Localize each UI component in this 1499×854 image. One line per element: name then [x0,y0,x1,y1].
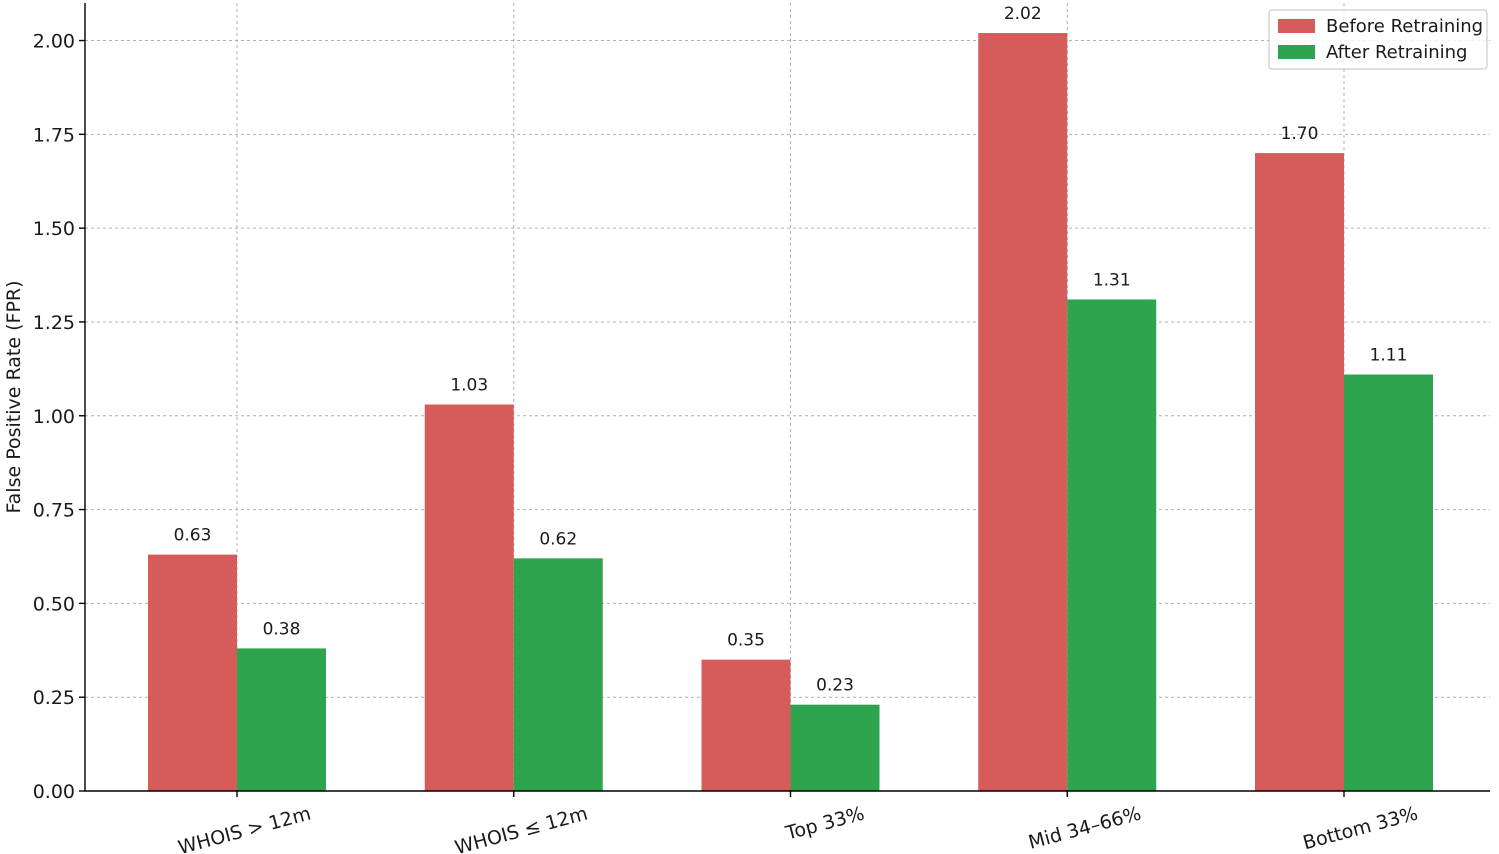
data-label: 0.62 [539,529,577,549]
legend-label: After Retraining [1326,42,1467,63]
y-tick-label: 1.75 [33,124,75,146]
legend: Before Retraining After Retraining [1268,9,1488,70]
axes: False Positive Rate (FPR) 0.00 0.25 0.50 0.… [3,3,1490,854]
y-tick-label: 0.75 [33,500,75,522]
legend-swatch [1278,45,1315,59]
x-tick-label: WHOIS > 12m [176,803,313,854]
y-tick-label: 0.00 [33,781,75,803]
x-tick-label: WHOIS ≤ 12m [453,803,590,854]
bar [513,558,603,791]
x-tick-label: Bottom 33% [1301,803,1421,854]
y-axis-title: False Positive Rate (FPR) [3,280,25,513]
y-tick-label: 1.50 [33,218,75,240]
data-label: 1.31 [1093,270,1131,290]
y-tick-label: 0.50 [33,593,75,615]
bar [701,659,791,791]
y-tick-label: 1.25 [33,312,75,334]
legend-label: Before Retraining [1326,16,1483,37]
x-tick-label: Mid 34–66% [1026,803,1143,854]
bar [1255,153,1344,792]
bar [1344,374,1433,791]
bar [1067,299,1157,791]
legend-swatch [1278,19,1315,33]
bar [237,648,326,791]
data-label: 2.02 [1004,4,1042,24]
y-tick-label: 0.25 [33,687,75,709]
y-tick-label: 2.00 [33,31,75,53]
bars: 0.63 1.03 0.35 2.02 1.70 0.38 0.62 0.23 1.31 1.11 [148,4,1433,792]
x-tick-label: Top 33% [783,803,867,845]
bar [790,704,880,791]
y-tick-label: 1.00 [33,406,75,428]
data-label: 0.38 [263,619,301,639]
bar [148,554,237,791]
bar [978,33,1068,792]
data-label: 1.03 [450,376,488,396]
data-label: 1.11 [1370,345,1408,365]
data-label: 0.63 [174,526,212,546]
legend-frame [1268,9,1488,70]
bar [424,404,514,791]
data-label: 1.70 [1281,124,1319,144]
data-label: 0.23 [816,676,854,696]
data-label: 0.35 [727,631,765,651]
